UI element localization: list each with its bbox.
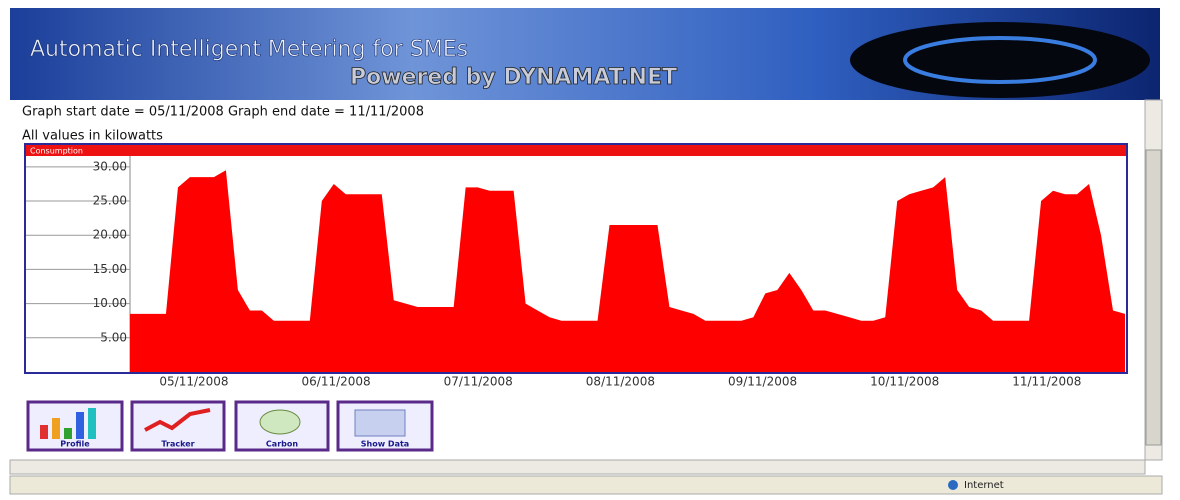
button-label[interactable]: Profile xyxy=(60,440,90,449)
icon xyxy=(260,410,300,434)
icon xyxy=(76,412,84,439)
button-label[interactable]: Show Data xyxy=(361,440,409,449)
x-tick-label: 08/11/2008 xyxy=(586,375,655,389)
button-label[interactable]: Tracker xyxy=(161,440,194,449)
icon xyxy=(355,410,405,436)
scroll-thumb[interactable] xyxy=(1146,150,1161,445)
units-note: All values in kilowatts xyxy=(22,129,163,144)
banner-subtitle: Powered by DYNAMAT.NET xyxy=(350,65,677,90)
icon xyxy=(40,425,48,439)
y-tick-label: 20.00 xyxy=(93,228,127,242)
page: Automatic Intelligent Metering for SMEs … xyxy=(0,0,1180,496)
chart-title: Consumption xyxy=(30,147,83,156)
y-tick-label: 30.00 xyxy=(93,159,127,173)
x-tick-label: 06/11/2008 xyxy=(302,375,371,389)
button-label[interactable]: Carbon xyxy=(266,440,298,449)
date-range: Graph start date = 05/11/2008 Graph end … xyxy=(22,105,424,120)
icon xyxy=(52,418,60,439)
x-tick-label: 09/11/2008 xyxy=(728,375,797,389)
x-tick-label: 05/11/2008 xyxy=(159,375,228,389)
y-tick-label: 5.00 xyxy=(100,330,127,344)
chart-header xyxy=(26,145,1126,156)
burner-ring xyxy=(850,22,1150,98)
x-tick-label: 11/11/2008 xyxy=(1012,375,1081,389)
icon xyxy=(64,428,72,439)
x-tick-label: 10/11/2008 xyxy=(870,375,939,389)
y-tick-label: 15.00 xyxy=(93,262,127,276)
y-tick-label: 10.00 xyxy=(93,296,127,310)
zone-icon xyxy=(948,480,958,490)
x-tick-label: 07/11/2008 xyxy=(444,375,513,389)
browser-window: Automatic Intelligent Metering for SMEs … xyxy=(0,0,1180,496)
banner-title: Automatic Intelligent Metering for SMEs xyxy=(30,37,468,62)
icon xyxy=(88,408,96,439)
y-tick-label: 25.00 xyxy=(93,194,127,208)
horizontal-scrollbar[interactable] xyxy=(10,460,1145,474)
status-zone: Internet xyxy=(964,480,1004,491)
